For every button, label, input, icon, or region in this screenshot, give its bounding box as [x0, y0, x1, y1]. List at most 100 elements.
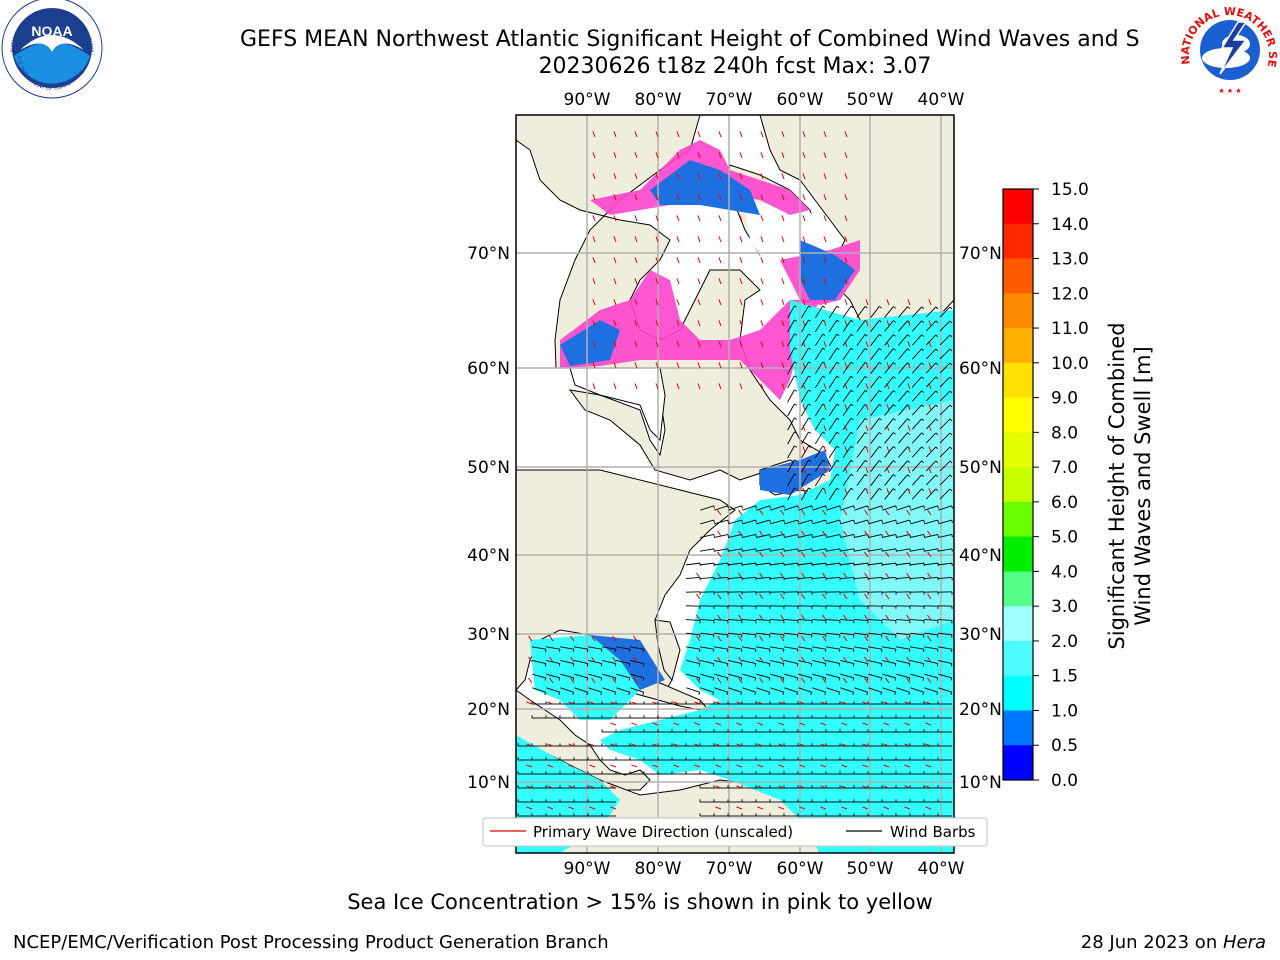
wave-arrow — [799, 764, 806, 768]
wave-arrow — [718, 278, 722, 285]
wave-arrow — [739, 215, 743, 222]
wave-arrow — [864, 635, 869, 642]
wind-barb — [939, 362, 951, 374]
wave-arrow — [843, 656, 848, 663]
wave-arrow — [676, 236, 680, 243]
wave-arrow — [759, 635, 764, 642]
wind-barb — [828, 473, 838, 487]
wave-arrow — [801, 614, 806, 621]
wave-arrow — [907, 383, 911, 390]
wave-arrow — [631, 701, 638, 705]
wave-arrow — [885, 656, 890, 663]
wind-barb — [870, 404, 880, 416]
wave-arrow — [634, 131, 638, 138]
wind-barb — [685, 632, 701, 636]
wind-barb — [770, 534, 784, 538]
wind-barb — [828, 445, 838, 459]
wave-arrow — [907, 362, 911, 369]
wind-barb — [867, 562, 883, 566]
wind-barb — [826, 646, 840, 650]
wave-arrow — [715, 722, 722, 726]
wave-arrow — [802, 215, 806, 222]
wind-barb — [867, 619, 883, 621]
wind-barb — [714, 519, 728, 525]
wind-barb — [937, 632, 953, 636]
wave-arrow — [673, 701, 680, 705]
lon-label-top: 60°W — [777, 90, 824, 110]
wind-barb — [854, 673, 868, 679]
wave-arrow — [906, 593, 911, 600]
wind-barb — [797, 632, 813, 636]
wave-arrow — [907, 488, 911, 495]
wind-barb — [784, 687, 798, 693]
wave-arrow — [739, 299, 743, 306]
wind-barb — [842, 305, 852, 319]
wave-arrow — [610, 743, 617, 747]
low-wave-blue — [590, 635, 665, 690]
wave-arrow — [864, 551, 869, 558]
wave-arrow — [823, 215, 827, 222]
wave-arrow — [738, 593, 743, 600]
lon-label-bottom: 60°W — [777, 859, 824, 879]
wind-barb — [770, 687, 784, 693]
wave-arrow — [760, 215, 764, 222]
wind-barb — [784, 505, 798, 511]
wind-barb — [769, 562, 785, 566]
wave-arrow — [778, 785, 785, 789]
wind-barb — [854, 687, 868, 693]
wave-arrow — [802, 152, 806, 159]
colorbar-tick: 12.0 — [1051, 284, 1089, 304]
wind-barb — [884, 418, 894, 430]
wind-barb — [884, 348, 894, 360]
wind-barb — [882, 687, 896, 693]
wave-arrow — [697, 257, 701, 264]
wave-arrow — [886, 488, 890, 495]
wave-arrow — [865, 404, 869, 411]
wave-arrow — [717, 572, 722, 579]
wave-arrow — [862, 806, 869, 810]
wave-arrow — [883, 701, 890, 705]
wind-barb — [700, 534, 714, 538]
wind-barb — [814, 487, 824, 501]
wind-barb — [714, 548, 728, 552]
wave-arrow — [739, 236, 743, 243]
wind-barb — [801, 375, 809, 389]
wind-barbs — [517, 305, 953, 845]
wave-arrow — [781, 236, 785, 243]
wave-arrow — [718, 194, 722, 201]
wave-arrow — [802, 383, 806, 390]
wind-barb — [898, 362, 908, 374]
wind-barb — [840, 519, 854, 525]
wave-arrow — [906, 656, 911, 663]
wind-barb — [870, 376, 880, 388]
wave-arrow — [906, 677, 911, 684]
wave-arrow — [906, 572, 911, 579]
wave-arrow — [760, 299, 764, 306]
colorbar-tick: 0.0 — [1051, 771, 1078, 791]
wind-barb — [801, 305, 809, 319]
wind-barb — [909, 632, 925, 636]
wind-barb — [868, 660, 882, 664]
wind-barb — [910, 548, 924, 552]
wind-barb — [742, 505, 756, 511]
wind-barb — [727, 632, 743, 636]
lat-label-right: 70°N — [959, 244, 1002, 264]
wind-barb — [742, 534, 756, 538]
wave-arrow — [925, 701, 932, 705]
lon-label-top: 90°W — [564, 90, 611, 110]
wind-barb — [939, 404, 951, 416]
wind-barb — [923, 632, 939, 636]
wave-arrow — [694, 764, 701, 768]
wave-arrow — [652, 743, 659, 747]
wave-arrow — [927, 530, 932, 537]
wind-barb — [842, 459, 852, 473]
wave-arrow — [549, 656, 554, 663]
wave-arrow — [738, 656, 743, 663]
wind-barb — [741, 577, 757, 579]
wave-arrow — [655, 278, 659, 285]
wave-arrow — [865, 362, 869, 369]
wave-arrow — [760, 278, 764, 285]
wind-barb — [741, 632, 757, 636]
wave-arrow — [925, 785, 932, 789]
